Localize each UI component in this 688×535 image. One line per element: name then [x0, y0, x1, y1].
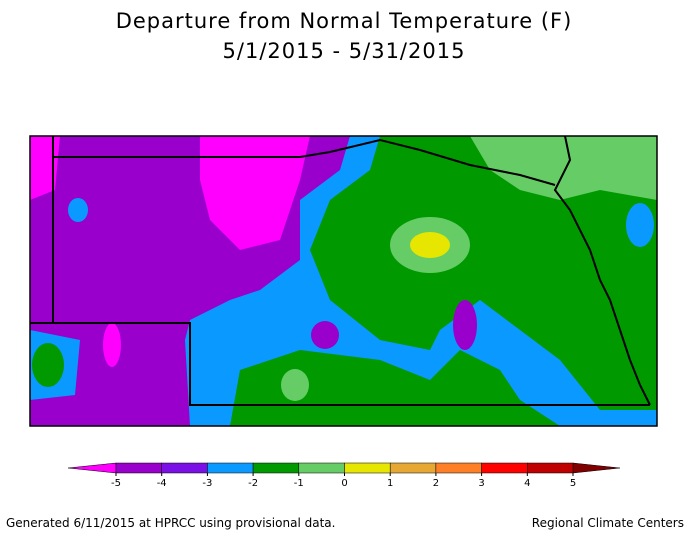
legend-bin: [115, 462, 162, 474]
region-lightgreen: [470, 136, 657, 200]
state-borders: [30, 135, 651, 406]
region-yellow: [410, 232, 450, 258]
legend: -5 -4 -3 -2 -1 0 1 2 3 4 5: [67, 462, 621, 489]
legend-bin: [481, 462, 528, 474]
region-purple: [311, 321, 339, 349]
title: Departure from Normal Temperature (F): [116, 9, 573, 33]
legend-bin: [207, 462, 254, 474]
region-magenta: [200, 136, 310, 250]
region-blue: [68, 198, 88, 222]
region-lightgreen: [281, 369, 309, 401]
legend-tick-label: -1: [294, 478, 304, 489]
map: [29, 135, 658, 427]
region-blue: [626, 203, 654, 247]
region-green: [32, 343, 64, 387]
legend-tick-label: 5: [570, 478, 576, 489]
region-purple: [453, 300, 477, 350]
legend-tick-label: 0: [341, 478, 347, 489]
footer-right: Regional Climate Centers: [532, 516, 684, 530]
region-green-south: [230, 350, 560, 426]
legend-tick-label: -4: [157, 478, 167, 489]
subtitle: 5/1/2015 - 5/31/2015: [223, 39, 466, 63]
legend-under: [67, 462, 117, 474]
legend-bin: [252, 462, 300, 474]
legend-bin: [389, 462, 437, 474]
legend-bin: [344, 462, 391, 474]
legend-tick-label: -2: [248, 478, 258, 489]
map-frame: [29, 135, 658, 427]
legend-tick-label: -5: [111, 478, 121, 489]
legend-tick-label: 4: [524, 478, 530, 489]
legend-bin: [435, 462, 482, 474]
legend-tick-label: 2: [433, 478, 439, 489]
legend-tick-label: 1: [387, 478, 393, 489]
region-magenta: [103, 323, 121, 367]
legend-tick-label: -3: [202, 478, 212, 489]
legend-bin: [527, 462, 574, 474]
region-green: [310, 136, 657, 410]
legend-bin: [161, 462, 208, 474]
footer-left: Generated 6/11/2015 at HPRCC using provi…: [6, 516, 335, 530]
legend-tick-label: 3: [478, 478, 484, 489]
legend-over: [572, 462, 621, 474]
legend-bin: [298, 462, 345, 474]
